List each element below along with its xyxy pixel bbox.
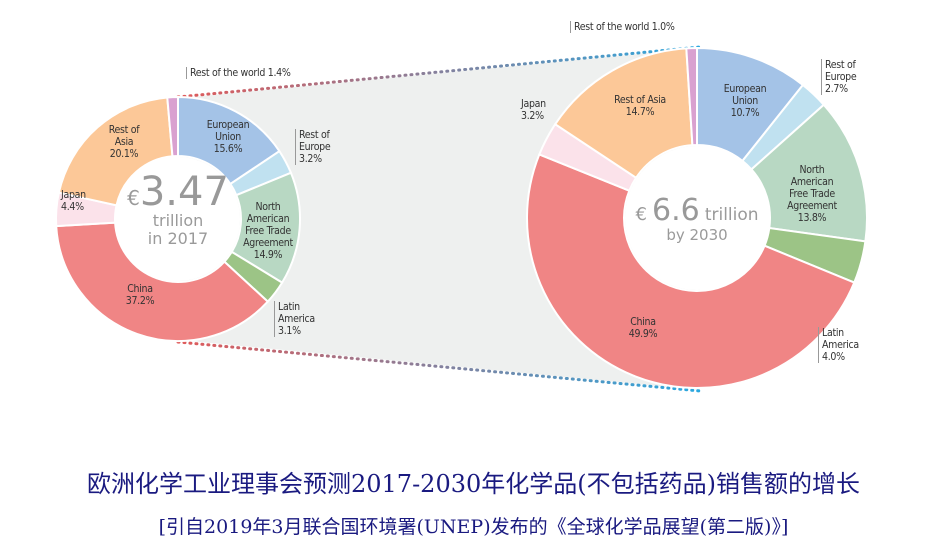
donut-charts bbox=[55, 45, 868, 393]
unit-label: trillion bbox=[704, 205, 759, 225]
donut-2017 bbox=[55, 95, 301, 342]
slice-label: Rest of the world 1.0% bbox=[570, 21, 675, 33]
slice-label: European Union 10.7% bbox=[723, 83, 767, 119]
slice-label: North American Free Trade Agreement 14.9% bbox=[243, 201, 293, 261]
slice-china bbox=[526, 153, 856, 389]
slice-label: Japan 3.2% bbox=[521, 98, 546, 122]
donut-hole bbox=[116, 157, 240, 281]
slice-china bbox=[55, 221, 270, 342]
slice-label: Rest of Europe 3.2% bbox=[295, 129, 331, 165]
slice-label: Rest of Asia 14.7% bbox=[614, 94, 666, 118]
currency-symbol: € bbox=[635, 204, 647, 225]
slice-label: China 49.9% bbox=[628, 316, 658, 340]
donut-2030 bbox=[526, 46, 868, 389]
slice-label: Rest of Asia 20.1% bbox=[108, 124, 140, 160]
unit-label: trillion bbox=[152, 211, 204, 230]
donut-hole bbox=[625, 146, 769, 290]
currency-symbol: € bbox=[127, 186, 140, 210]
slice-north-american-free-trade-agreement bbox=[750, 103, 868, 243]
slice-label: Rest of Europe 2.7% bbox=[821, 59, 857, 95]
slice-label: Latin America 4.0% bbox=[818, 327, 859, 363]
connector-top-dotted bbox=[176, 45, 702, 99]
slice-rest-of-the-world bbox=[166, 95, 179, 158]
caption-source: [引自2019年3月联合国环境署(UNEP)发布的《全球化学品展望(第二版)》] bbox=[158, 516, 789, 538]
connector-bottom-dotted bbox=[176, 340, 702, 393]
total-value: 3.47 bbox=[139, 169, 229, 215]
slice-label: Latin America 3.1% bbox=[274, 301, 315, 337]
caption-title: 欧洲化学工业理事会预测2017-2030年化学品(不包括药品)销售额的增长 bbox=[87, 470, 860, 498]
center-2017: €3.47 trillion in 2017 bbox=[127, 172, 229, 248]
slice-label: North American Free Trade Agreement 13.8% bbox=[787, 164, 837, 224]
slice-label: Japan 4.4% bbox=[61, 189, 86, 213]
period-label: in 2017 bbox=[147, 229, 209, 248]
slice-label: Rest of the world 1.4% bbox=[186, 67, 291, 79]
slice-rest-of-the-world bbox=[685, 46, 698, 147]
period-label: by 2030 bbox=[666, 226, 728, 244]
total-value: 6.6 bbox=[652, 193, 700, 228]
center-2030: € 6.6 trillion by 2030 bbox=[635, 193, 759, 245]
slice-rest-of-asia bbox=[553, 47, 694, 180]
slice-label: China 37.2% bbox=[125, 283, 155, 307]
slice-label: European Union 15.6% bbox=[206, 119, 250, 155]
